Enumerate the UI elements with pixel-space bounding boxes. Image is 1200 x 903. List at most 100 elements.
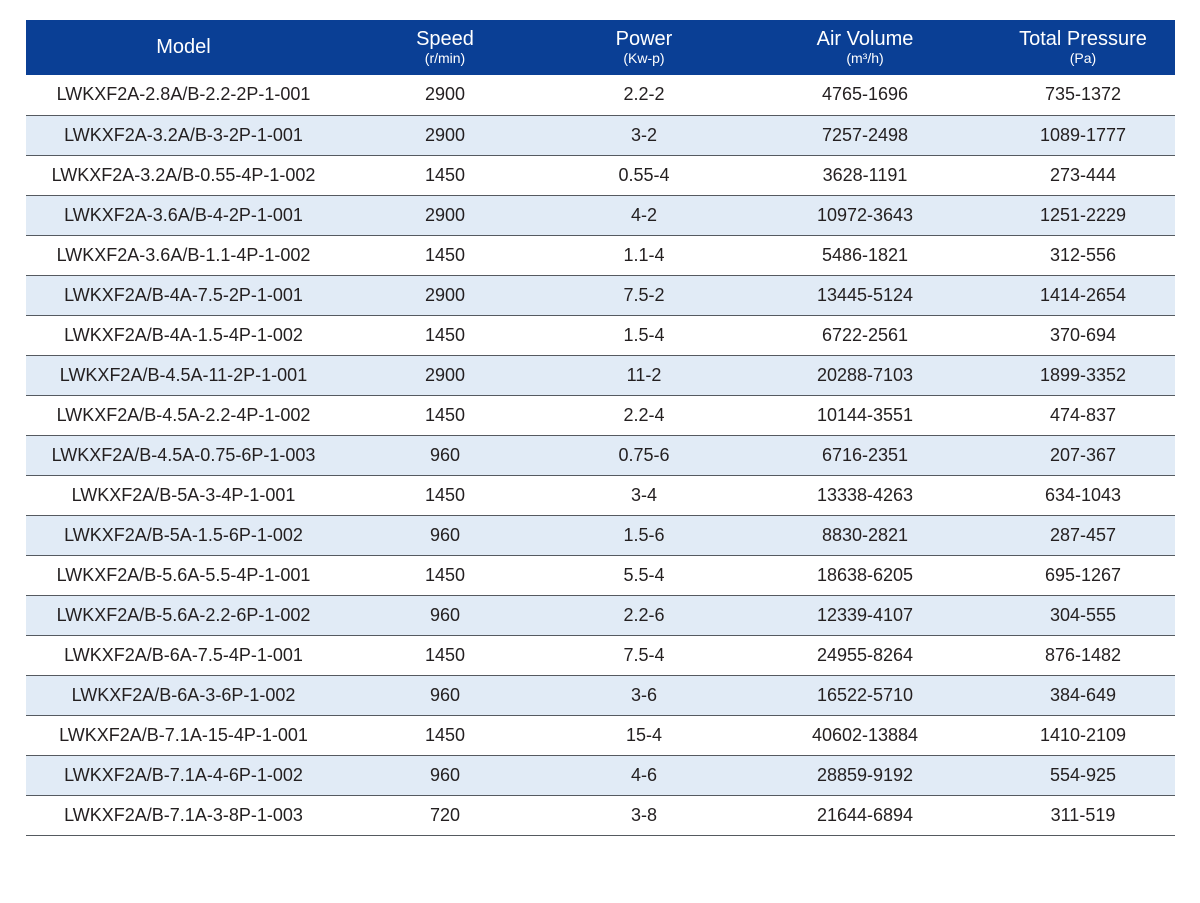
table-row: LWKXF2A/B-4.5A-0.75-6P-1-003 960 0.75-6 671…: [26, 435, 1175, 475]
header-air-volume-title: Air Volume: [816, 28, 914, 51]
cell-model: LWKXF2A-2.8A/B-2.2-2P-1-001: [56, 84, 311, 105]
table-row: LWKXF2A-3.2A/B-3-2P-1-001 2900 3-2 7257-249…: [26, 115, 1175, 155]
cell-power: 5.5-4: [623, 564, 665, 585]
cell-total-pressure: 474-837: [1049, 404, 1117, 425]
cell-total-pressure: 304-555: [1049, 604, 1117, 625]
table-row: LWKXF2A-3.2A/B-0.55-4P-1-002 1450 0.55-4 36…: [26, 155, 1175, 195]
cell-air-volume: 5486-1821: [821, 244, 909, 265]
cell-air-volume: 10144-3551: [816, 404, 914, 425]
table-row: LWKXF2A-3.6A/B-4-2P-1-001 2900 4-2 10972-36…: [26, 195, 1175, 235]
cell-total-pressure: 735-1372: [1044, 84, 1122, 105]
cell-power: 3-2: [630, 124, 657, 145]
cell-speed: 1450: [424, 644, 466, 665]
cell-air-volume: 6722-2561: [821, 324, 909, 345]
cell-model: LWKXF2A/B-5A-3-4P-1-001: [71, 484, 296, 505]
header-power-unit: (Kw-p): [623, 50, 665, 67]
header-row: Model Speed (r/min) Power (Kw-p) Air Vol…: [26, 20, 1175, 75]
cell-total-pressure: 554-925: [1049, 764, 1117, 785]
cell-total-pressure: 1899-3352: [1039, 364, 1127, 385]
header-model: Model: [26, 20, 341, 75]
cell-air-volume: 21644-6894: [816, 804, 914, 825]
cell-model: LWKXF2A/B-5.6A-5.5-4P-1-001: [56, 564, 311, 585]
cell-model: LWKXF2A/B-5.6A-2.2-6P-1-002: [56, 604, 311, 625]
cell-air-volume: 16522-5710: [816, 684, 914, 705]
table-row: LWKXF2A-3.6A/B-1.1-4P-1-002 1450 1.1-4 5486…: [26, 235, 1175, 275]
cell-power: 0.55-4: [618, 164, 670, 185]
cell-total-pressure: 695-1267: [1044, 564, 1122, 585]
cell-model: LWKXF2A-3.2A/B-3-2P-1-001: [64, 124, 303, 145]
table-row: LWKXF2A-2.8A/B-2.2-2P-1-001 2900 2.2-2 4765…: [26, 75, 1175, 115]
fan-spec-table: Model Speed (r/min) Power (Kw-p) Air Vol…: [26, 20, 1175, 836]
cell-model: LWKXF2A/B-6A-3-6P-1-002: [71, 684, 296, 705]
cell-power: 11-2: [626, 364, 662, 385]
cell-total-pressure: 312-556: [1049, 244, 1117, 265]
cell-power: 4-2: [630, 204, 657, 225]
header-speed: Speed (r/min): [341, 20, 549, 75]
cell-model: LWKXF2A/B-5A-1.5-6P-1-002: [64, 524, 303, 545]
cell-total-pressure: 1251-2229: [1039, 204, 1127, 225]
cell-power: 1.1-4: [623, 244, 665, 265]
header-total-pressure-unit: (Pa): [1069, 50, 1097, 67]
cell-speed: 720: [429, 804, 461, 825]
cell-model: LWKXF2A/B-4.5A-2.2-4P-1-002: [56, 404, 311, 425]
header-air-volume-unit: (m³/h): [846, 50, 884, 67]
cell-speed: 2900: [424, 364, 466, 385]
cell-total-pressure: 384-649: [1049, 684, 1117, 705]
cell-total-pressure: 634-1043: [1044, 484, 1122, 505]
cell-power: 3-8: [630, 804, 657, 825]
cell-speed: 960: [429, 444, 461, 465]
header-power: Power (Kw-p): [549, 20, 739, 75]
cell-power: 2.2-4: [623, 404, 665, 425]
cell-model: LWKXF2A/B-4A-7.5-2P-1-001: [64, 284, 303, 305]
cell-model: LWKXF2A-3.6A/B-1.1-4P-1-002: [56, 244, 311, 265]
cell-speed: 1450: [424, 404, 466, 425]
cell-speed: 2900: [424, 124, 466, 145]
table-row: LWKXF2A/B-6A-3-6P-1-002 960 3-6 16522-5710 3…: [26, 675, 1175, 715]
cell-total-pressure: 1089-1777: [1039, 124, 1127, 145]
header-speed-title: Speed: [416, 28, 474, 51]
cell-power: 0.75-6: [618, 444, 670, 465]
table-row: LWKXF2A/B-5.6A-2.2-6P-1-002 960 2.2-6 12339…: [26, 595, 1175, 635]
cell-model: LWKXF2A/B-7.1A-15-4P-1-001: [59, 724, 308, 745]
cell-air-volume: 40602-13884: [811, 724, 919, 745]
table-row: LWKXF2A/B-7.1A-3-8P-1-003 720 3-8 21644-689…: [26, 795, 1175, 835]
cell-power: 15-4: [625, 724, 663, 745]
cell-model: LWKXF2A/B-6A-7.5-4P-1-001: [64, 644, 303, 665]
cell-model: LWKXF2A/B-7.1A-3-8P-1-003: [64, 804, 303, 825]
cell-air-volume: 12339-4107: [816, 604, 914, 625]
cell-model: LWKXF2A/B-4.5A-11-2P-1-001: [59, 364, 308, 385]
table-row: LWKXF2A/B-4A-1.5-4P-1-002 1450 1.5-4 6722-2…: [26, 315, 1175, 355]
cell-speed: 1450: [424, 164, 466, 185]
cell-air-volume: 24955-8264: [816, 644, 914, 665]
cell-total-pressure: 273-444: [1049, 164, 1117, 185]
table-row: LWKXF2A/B-7.1A-15-4P-1-001 1450 15-4 40602-…: [26, 715, 1175, 755]
cell-model: LWKXF2A-3.6A/B-4-2P-1-001: [64, 204, 303, 225]
cell-air-volume: 6716-2351: [821, 444, 909, 465]
cell-total-pressure: 876-1482: [1044, 644, 1122, 665]
cell-total-pressure: 311-519: [1050, 804, 1116, 825]
cell-power: 1.5-4: [623, 324, 665, 345]
cell-speed: 2900: [424, 84, 466, 105]
cell-power: 1.5-6: [623, 524, 665, 545]
cell-air-volume: 4765-1696: [821, 84, 909, 105]
cell-total-pressure: 370-694: [1049, 324, 1117, 345]
header-speed-unit: (r/min): [424, 50, 466, 67]
cell-speed: 1450: [424, 564, 466, 585]
header-air-volume: Air Volume (m³/h): [739, 20, 991, 75]
cell-model: LWKXF2A-3.2A/B-0.55-4P-1-002: [51, 164, 316, 185]
cell-total-pressure: 1414-2654: [1039, 284, 1127, 305]
table-row: LWKXF2A/B-5.6A-5.5-4P-1-001 1450 5.5-4 1863…: [26, 555, 1175, 595]
cell-air-volume: 28859-9192: [816, 764, 914, 785]
cell-total-pressure: 1410-2109: [1039, 724, 1127, 745]
cell-total-pressure: 287-457: [1049, 524, 1117, 545]
header-total-pressure-title: Total Pressure: [1019, 28, 1147, 51]
table-row: LWKXF2A/B-7.1A-4-6P-1-002 960 4-6 28859-919…: [26, 755, 1175, 795]
cell-speed: 1450: [424, 484, 466, 505]
header-power-title: Power: [615, 28, 673, 51]
cell-speed: 1450: [424, 244, 466, 265]
cell-air-volume: 20288-7103: [816, 364, 914, 385]
cell-model: LWKXF2A/B-4.5A-0.75-6P-1-003: [51, 444, 316, 465]
cell-speed: 960: [429, 524, 461, 545]
table-row: LWKXF2A/B-6A-7.5-4P-1-001 1450 7.5-4 24955-…: [26, 635, 1175, 675]
cell-air-volume: 18638-6205: [816, 564, 914, 585]
